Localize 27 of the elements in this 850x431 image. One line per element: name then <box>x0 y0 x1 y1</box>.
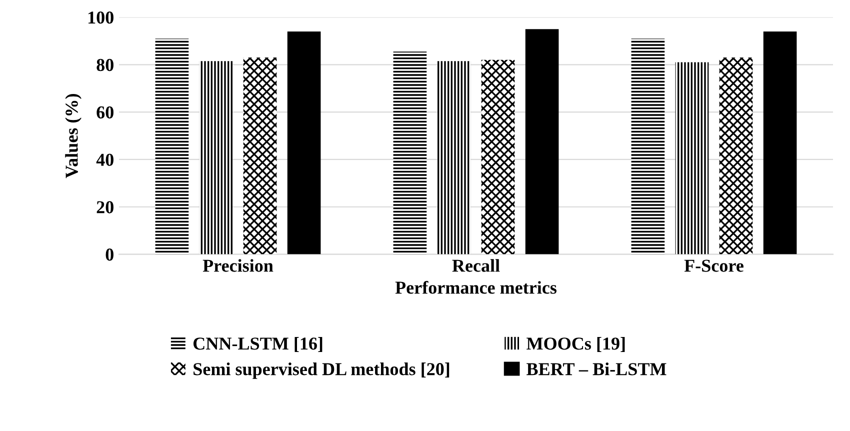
bar <box>437 61 471 254</box>
y-tick-label: 20 <box>96 201 114 214</box>
bar <box>287 31 321 254</box>
bar <box>675 62 709 254</box>
legend-label: BERT – Bi-LSTM <box>526 362 666 376</box>
y-tick-label: 40 <box>96 154 114 166</box>
bar <box>155 38 189 254</box>
bar <box>763 31 797 254</box>
legend-label: MOOCs [19] <box>526 337 625 352</box>
y-tick-label: 0 <box>106 248 114 261</box>
bar <box>481 60 515 254</box>
x-axis-title: Performance metrics <box>395 280 557 294</box>
y-tick-label: 100 <box>88 11 114 24</box>
bar <box>393 52 427 254</box>
x-tick-label: Precision <box>202 259 274 272</box>
y-tick-label: 60 <box>96 106 114 118</box>
legend-label: CNN-LSTM [16] <box>194 337 322 352</box>
y-tick-label: 80 <box>96 58 114 72</box>
x-tick-label: Recall <box>452 259 500 272</box>
y-axis-title: Values (%) <box>65 94 82 178</box>
bar <box>719 58 753 254</box>
x-tick-label: F-Score <box>684 260 744 272</box>
legend-label: Semi supervised DL methods [20] <box>194 362 450 379</box>
bar <box>525 29 559 254</box>
bar <box>631 38 665 254</box>
bar <box>199 61 233 254</box>
bar <box>243 58 277 254</box>
